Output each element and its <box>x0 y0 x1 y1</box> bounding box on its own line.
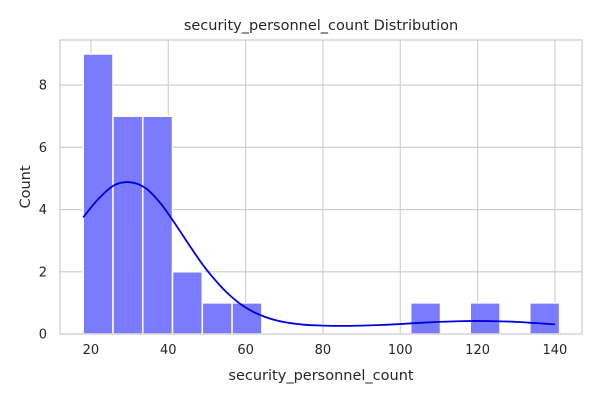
axes-frame <box>59 39 583 335</box>
x-tick-label: 40 <box>160 343 177 358</box>
kde-curve <box>82 181 555 327</box>
x-tick-label: 100 <box>388 343 413 358</box>
histogram-bar <box>171 271 204 335</box>
y-tick-label: 2 <box>39 265 47 280</box>
histogram-bar <box>201 302 233 335</box>
histogram-bar <box>469 302 501 335</box>
histogram-bar <box>409 302 442 335</box>
kde-layer <box>82 181 555 327</box>
histogram-bar <box>141 115 174 335</box>
histogram-bar <box>82 53 114 335</box>
y-tick-label: 0 <box>39 328 47 343</box>
x-axis-label: security_personnel_count <box>228 368 413 384</box>
y-tick-labels: 0 2 4 6 8 <box>39 79 47 343</box>
x-tick-label: 80 <box>315 343 332 358</box>
bar-layer <box>82 53 561 335</box>
x-tick-label: 120 <box>465 343 490 358</box>
x-tick-label: 20 <box>83 343 100 358</box>
y-tick-label: 8 <box>39 79 47 94</box>
y-tick-label: 4 <box>39 203 47 218</box>
x-tick-label: 140 <box>543 343 568 358</box>
x-tick-labels: 20 40 60 80 100 120 140 <box>83 343 568 358</box>
x-tick-label: 60 <box>237 343 254 358</box>
y-axis-label: Count <box>18 165 34 208</box>
y-tick-label: 6 <box>39 141 47 156</box>
chart-title: security_personnel_count Distribution <box>184 18 458 34</box>
histogram-bar <box>529 302 561 335</box>
histogram-bar <box>112 115 144 335</box>
